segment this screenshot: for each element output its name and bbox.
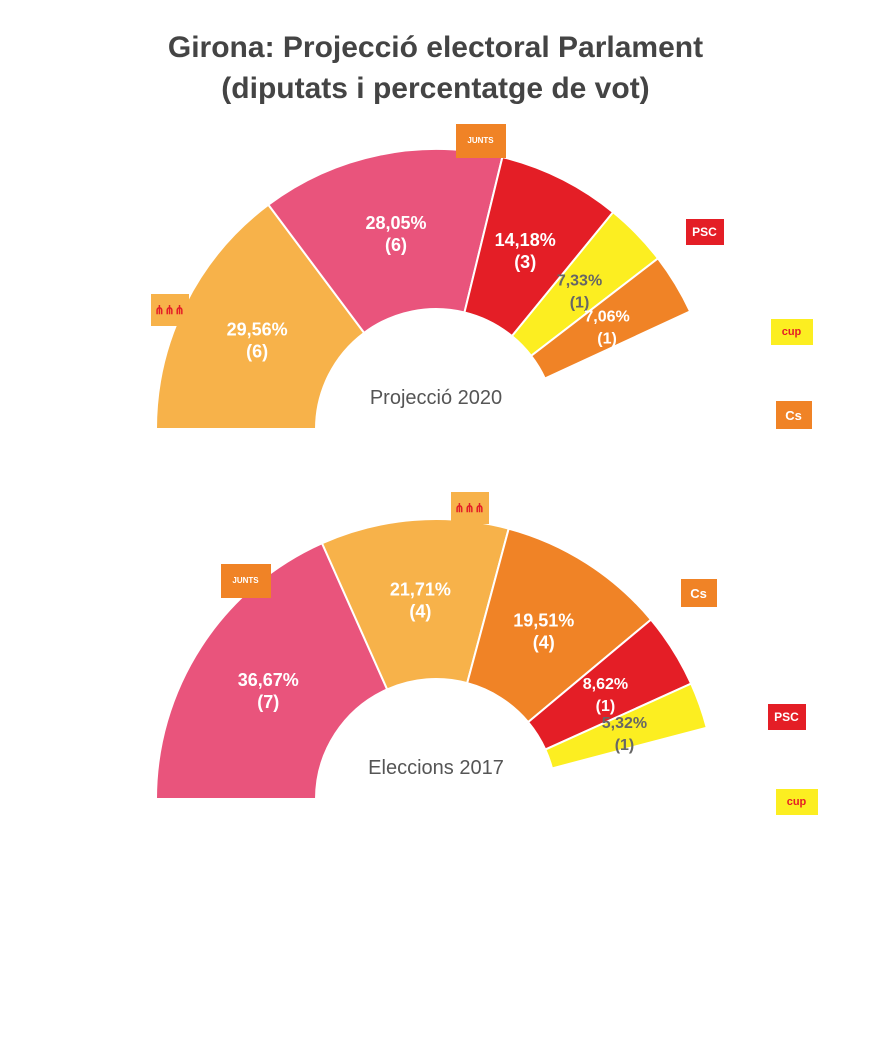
segment-pct-cup: 5,32% xyxy=(601,715,646,732)
segment-seats-erc: (6) xyxy=(246,341,268,361)
semi-donut-chart-1: 36,67%(7)21,71%(4)19,51%(4)8,62%(1)5,32%… xyxy=(0,489,871,859)
title-line-2: (diputats i percentatge de vot) xyxy=(221,72,649,105)
segment-pct-cs: 7,06% xyxy=(584,308,629,325)
chart-center-label: Projecció 2020 xyxy=(369,387,501,409)
segment-pct-psc: 14,18% xyxy=(494,230,555,250)
segment-seats-junts: (6) xyxy=(385,235,407,255)
chart-center-label: Eleccions 2017 xyxy=(368,757,504,779)
junts-badge: JUNTS xyxy=(221,564,271,598)
cup-badge: cup xyxy=(771,319,813,345)
erc-badge: ⋔⋔⋔ xyxy=(151,294,189,326)
charts-container: 29,56%(6)28,05%(6)14,18%(3)7,33%(1)7,06%… xyxy=(0,119,871,859)
segment-pct-erc: 21,71% xyxy=(389,580,450,600)
cs-badge: Cs xyxy=(681,579,717,607)
segment-pct-cs: 19,51% xyxy=(513,611,574,631)
segment-seats-erc: (4) xyxy=(409,602,431,622)
psc-badge: PSC xyxy=(768,704,806,730)
segment-seats-junts: (7) xyxy=(257,692,279,712)
segment-pct-erc: 29,56% xyxy=(226,319,287,339)
segment-pct-junts: 28,05% xyxy=(365,213,426,233)
segment-pct-psc: 8,62% xyxy=(582,676,627,693)
cs-badge: Cs xyxy=(776,401,812,429)
segment-seats-psc: (3) xyxy=(514,252,536,272)
segment-seats-psc: (1) xyxy=(595,698,615,715)
segment-pct-cup: 7,33% xyxy=(556,273,601,290)
segment-seats-cs: (1) xyxy=(597,330,617,347)
psc-badge: PSC xyxy=(686,219,724,245)
segment-pct-junts: 36,67% xyxy=(237,670,298,690)
cup-badge: cup xyxy=(776,789,818,815)
semi-donut-chart-0: 29,56%(6)28,05%(6)14,18%(3)7,33%(1)7,06%… xyxy=(0,119,871,489)
segment-seats-cup: (1) xyxy=(614,737,634,754)
chart-title: Girona: Projecció electoral Parlament (d… xyxy=(0,0,871,119)
junts-badge: JUNTS xyxy=(456,124,506,158)
segment-seats-cs: (4) xyxy=(532,633,554,653)
erc-badge: ⋔⋔⋔ xyxy=(451,492,489,524)
title-line-1: Girona: Projecció electoral Parlament xyxy=(168,31,703,64)
